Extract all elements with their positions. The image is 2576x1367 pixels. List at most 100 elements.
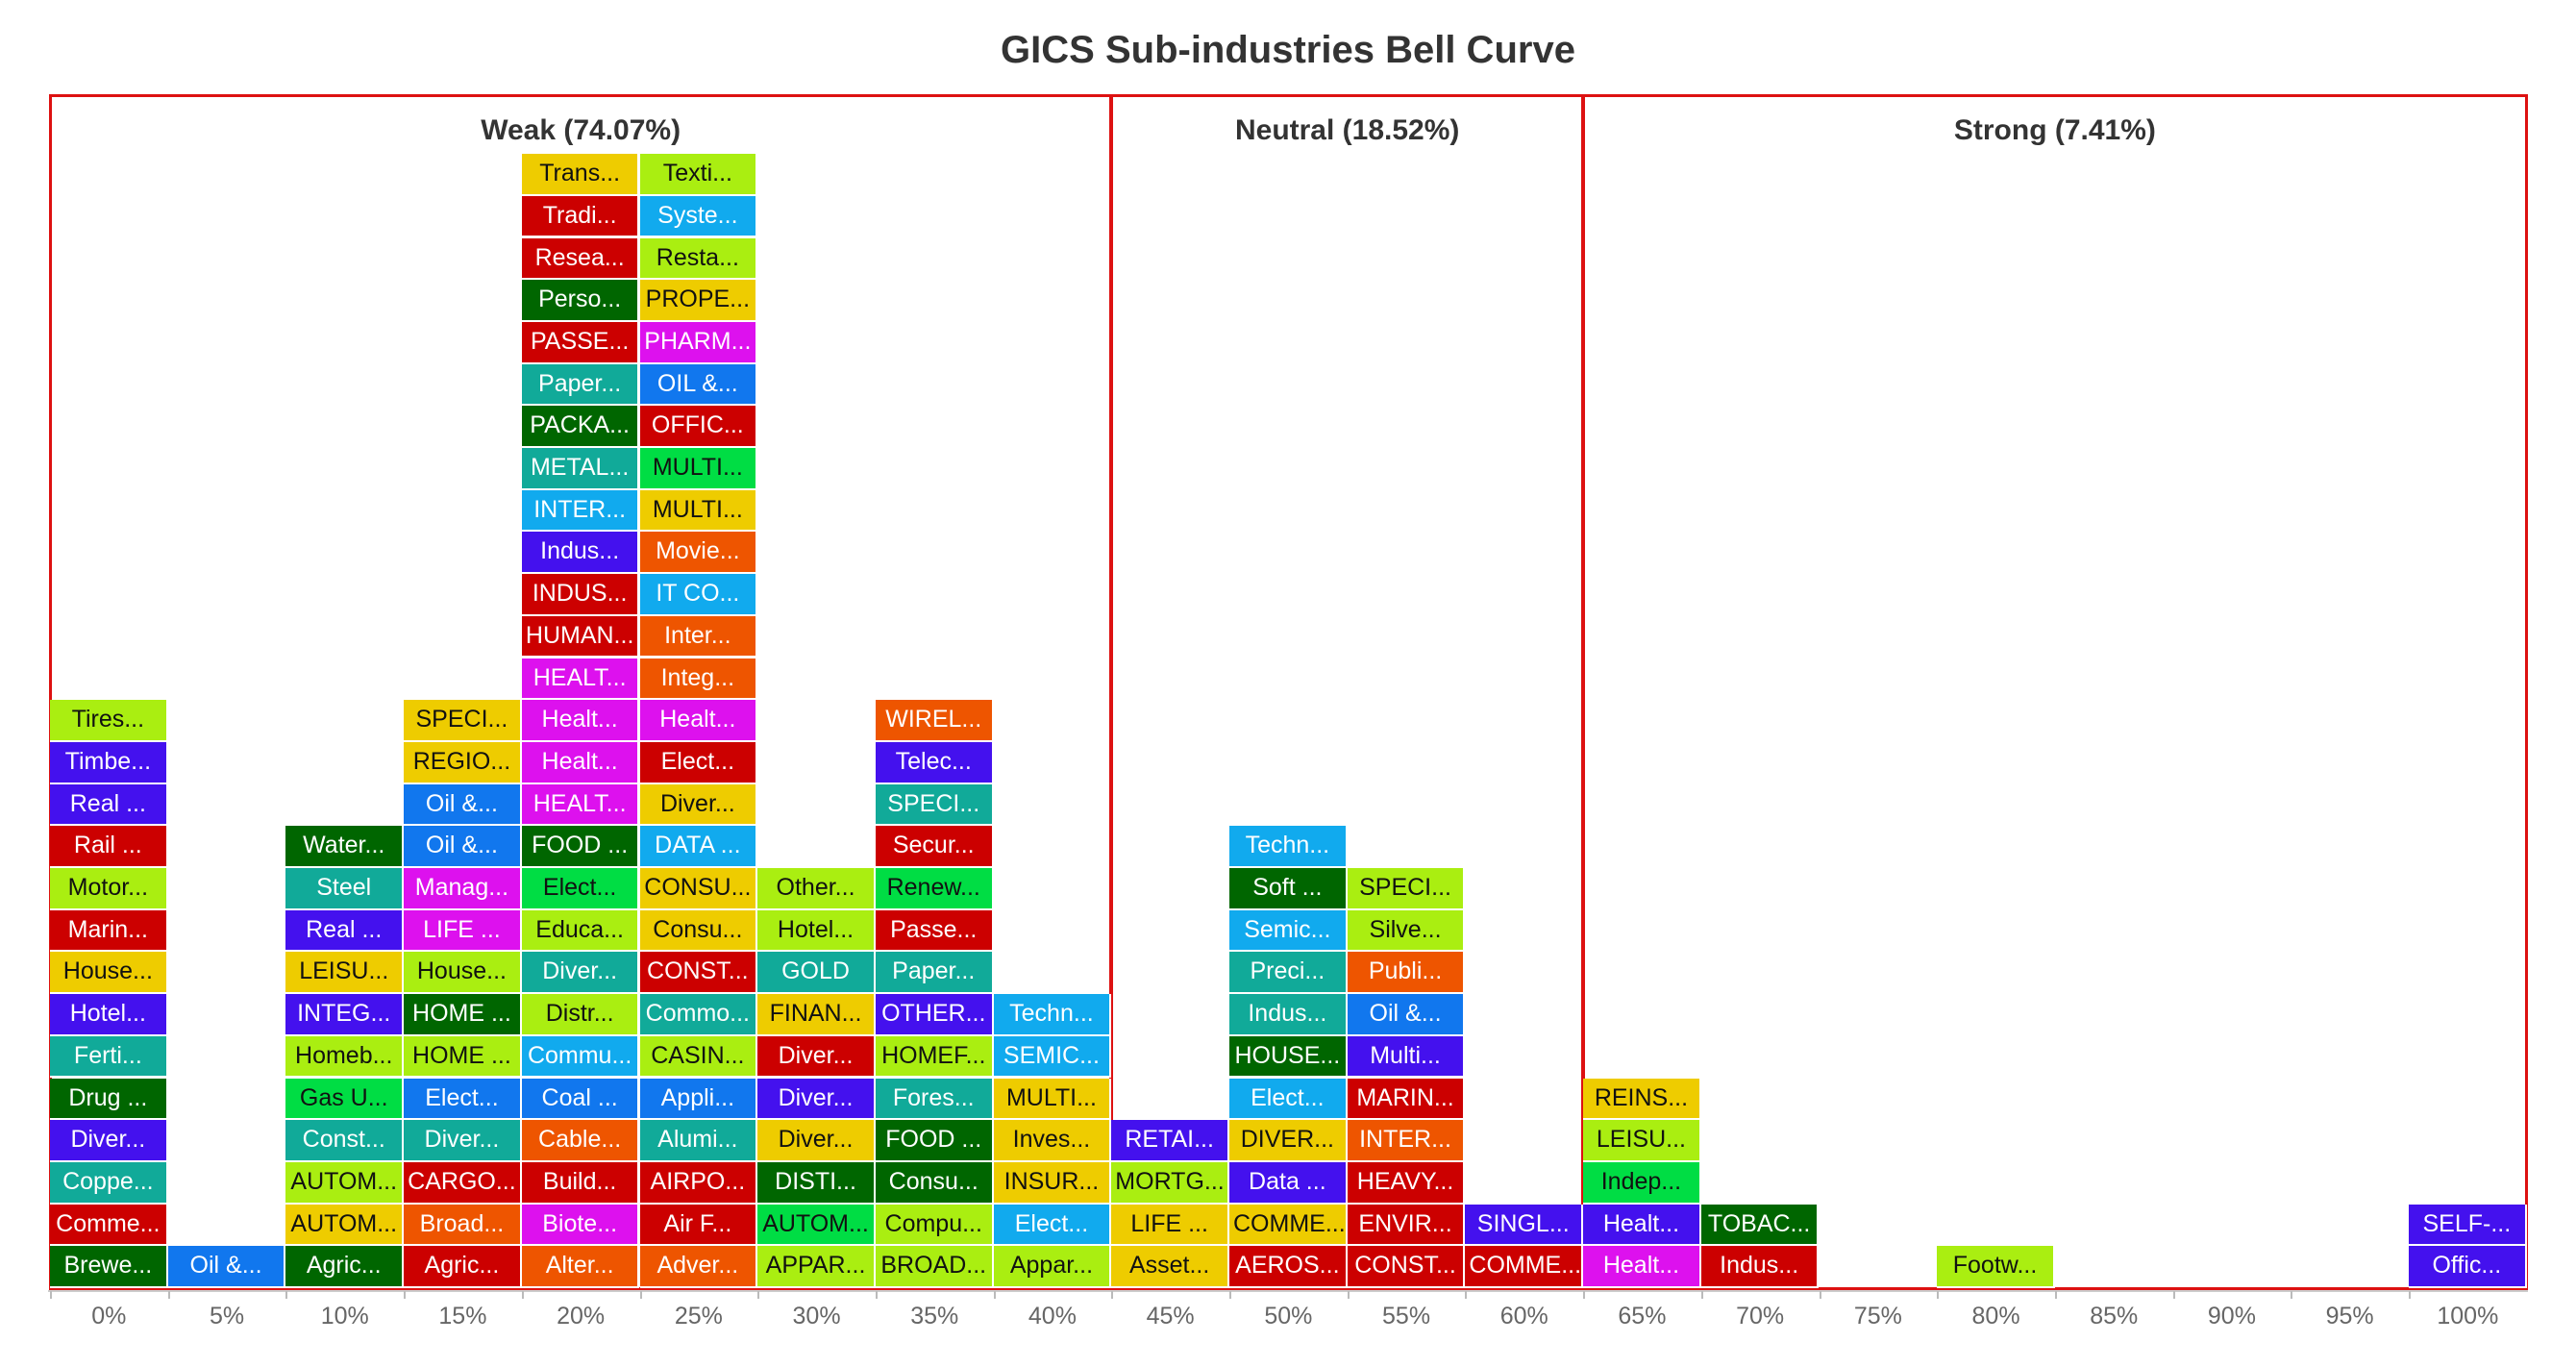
bar-segment[interactable]: METAL...	[521, 448, 640, 490]
bar-segment[interactable]: Build...	[521, 1161, 640, 1205]
bar-segment[interactable]: Indep...	[1583, 1161, 1701, 1205]
bar-segment[interactable]: Water...	[285, 826, 405, 868]
bar-segment[interactable]: Healt...	[1583, 1204, 1701, 1247]
bar-segment[interactable]: AIRPO...	[639, 1161, 758, 1205]
bar-segment[interactable]: Publi...	[1347, 952, 1466, 995]
bar-segment[interactable]: DATA ...	[639, 826, 758, 868]
bar-segment[interactable]: Movie...	[639, 532, 758, 575]
bar-segment[interactable]: Multi...	[1347, 1035, 1466, 1079]
bar-segment[interactable]: Diver...	[50, 1120, 168, 1162]
bar-segment[interactable]: Marin...	[50, 909, 168, 953]
bar-segment[interactable]: Indus...	[1700, 1246, 1820, 1288]
bar-segment[interactable]: House...	[404, 952, 522, 995]
bar-segment[interactable]: Real ...	[50, 783, 168, 827]
bar-segment[interactable]: CARGO...	[404, 1161, 522, 1205]
bar-segment[interactable]: Ferti...	[50, 1035, 168, 1079]
bar-segment[interactable]: CONSU...	[639, 868, 758, 910]
bar-segment[interactable]: Broad...	[404, 1204, 522, 1247]
bar-segment[interactable]: Healt...	[639, 700, 758, 742]
bar-segment[interactable]: Distr...	[521, 994, 640, 1036]
bar-segment[interactable]: Techn...	[993, 994, 1112, 1036]
bar-segment[interactable]: Integ...	[639, 658, 758, 701]
bar-segment[interactable]: MORTG...	[1111, 1161, 1229, 1205]
bar-segment[interactable]: HOMEF...	[875, 1035, 994, 1079]
bar-segment[interactable]: Alter...	[521, 1246, 640, 1288]
bar-segment[interactable]: Drug ...	[50, 1078, 168, 1121]
bar-segment[interactable]: Paper...	[521, 363, 640, 407]
bar-segment[interactable]: DIVER...	[1229, 1120, 1348, 1162]
bar-segment[interactable]: BROAD...	[875, 1246, 994, 1288]
bar-segment[interactable]: Gas U...	[285, 1078, 405, 1121]
bar-segment[interactable]: Diver...	[639, 783, 758, 827]
bar-segment[interactable]: CASIN...	[639, 1035, 758, 1079]
bar-segment[interactable]: Oil &...	[1347, 994, 1466, 1036]
bar-segment[interactable]: Appar...	[993, 1246, 1112, 1288]
bar-segment[interactable]: Footw...	[1937, 1246, 2055, 1288]
bar-segment[interactable]: Tradi...	[521, 195, 640, 238]
bar-segment[interactable]: Other...	[757, 868, 876, 910]
bar-segment[interactable]: FOOD ...	[521, 826, 640, 868]
bar-segment[interactable]: FINAN...	[757, 994, 876, 1036]
bar-segment[interactable]: Diver...	[757, 1035, 876, 1079]
bar-segment[interactable]: FOOD ...	[875, 1120, 994, 1162]
bar-segment[interactable]: PACKA...	[521, 406, 640, 448]
bar-segment[interactable]: Healt...	[521, 700, 640, 742]
bar-segment[interactable]: SEMIC...	[993, 1035, 1112, 1079]
bar-segment[interactable]: MULTI...	[993, 1078, 1112, 1121]
bar-segment[interactable]: Coal ...	[521, 1078, 640, 1121]
bar-segment[interactable]: Renew...	[875, 868, 994, 910]
bar-segment[interactable]: Elect...	[521, 868, 640, 910]
bar-segment[interactable]: Hotel...	[50, 994, 168, 1036]
bar-segment[interactable]: Air F...	[639, 1204, 758, 1247]
bar-segment[interactable]: Resta...	[639, 237, 758, 281]
bar-segment[interactable]: Consu...	[875, 1161, 994, 1205]
bar-segment[interactable]: Indus...	[521, 532, 640, 575]
bar-segment[interactable]: Educa...	[521, 909, 640, 953]
bar-segment[interactable]: Homeb...	[285, 1035, 405, 1079]
bar-segment[interactable]: Compu...	[875, 1204, 994, 1247]
bar-segment[interactable]: Cable...	[521, 1120, 640, 1162]
bar-segment[interactable]: Const...	[285, 1120, 405, 1162]
bar-segment[interactable]: Rail ...	[50, 826, 168, 868]
bar-segment[interactable]: Fores...	[875, 1078, 994, 1121]
bar-segment[interactable]: Resea...	[521, 237, 640, 281]
bar-segment[interactable]: Brewe...	[50, 1246, 168, 1288]
bar-segment[interactable]: CONST...	[639, 952, 758, 995]
bar-segment[interactable]: Agric...	[404, 1246, 522, 1288]
bar-segment[interactable]: Offic...	[2409, 1246, 2527, 1288]
bar-segment[interactable]: Hotel...	[757, 909, 876, 953]
bar-segment[interactable]: Adver...	[639, 1246, 758, 1288]
bar-segment[interactable]: Elect...	[993, 1204, 1112, 1247]
bar-segment[interactable]: Diver...	[757, 1120, 876, 1162]
bar-segment[interactable]: INTER...	[521, 489, 640, 533]
bar-segment[interactable]: Commu...	[521, 1035, 640, 1079]
bar-segment[interactable]: Healt...	[1583, 1246, 1701, 1288]
bar-segment[interactable]: Oil &...	[404, 826, 522, 868]
bar-segment[interactable]: OTHER...	[875, 994, 994, 1036]
bar-segment[interactable]: GOLD	[757, 952, 876, 995]
bar-segment[interactable]: Coppe...	[50, 1161, 168, 1205]
bar-segment[interactable]: Tires...	[50, 700, 168, 742]
bar-segment[interactable]: INDUS...	[521, 574, 640, 616]
bar-segment[interactable]: REGIO...	[404, 741, 522, 784]
bar-segment[interactable]: Passe...	[875, 909, 994, 953]
bar-segment[interactable]: APPAR...	[757, 1246, 876, 1288]
bar-segment[interactable]: PHARM...	[639, 321, 758, 364]
bar-segment[interactable]: Alumi...	[639, 1120, 758, 1162]
bar-segment[interactable]: LEISU...	[1583, 1120, 1701, 1162]
bar-segment[interactable]: Diver...	[521, 952, 640, 995]
bar-segment[interactable]: REINS...	[1583, 1078, 1701, 1121]
bar-segment[interactable]: Agric...	[285, 1246, 405, 1288]
bar-segment[interactable]: AUTOM...	[285, 1204, 405, 1247]
bar-segment[interactable]: HOUSE...	[1229, 1035, 1348, 1079]
bar-segment[interactable]: HEAVY...	[1347, 1161, 1466, 1205]
bar-segment[interactable]: Paper...	[875, 952, 994, 995]
bar-segment[interactable]: TOBAC...	[1700, 1204, 1820, 1247]
bar-segment[interactable]: Appli...	[639, 1078, 758, 1121]
bar-segment[interactable]: Asset...	[1111, 1246, 1229, 1288]
bar-segment[interactable]: SPECI...	[404, 700, 522, 742]
bar-segment[interactable]: Diver...	[404, 1120, 522, 1162]
bar-segment[interactable]: HOME ...	[404, 1035, 522, 1079]
bar-segment[interactable]: Inves...	[993, 1120, 1112, 1162]
bar-segment[interactable]: Healt...	[521, 741, 640, 784]
